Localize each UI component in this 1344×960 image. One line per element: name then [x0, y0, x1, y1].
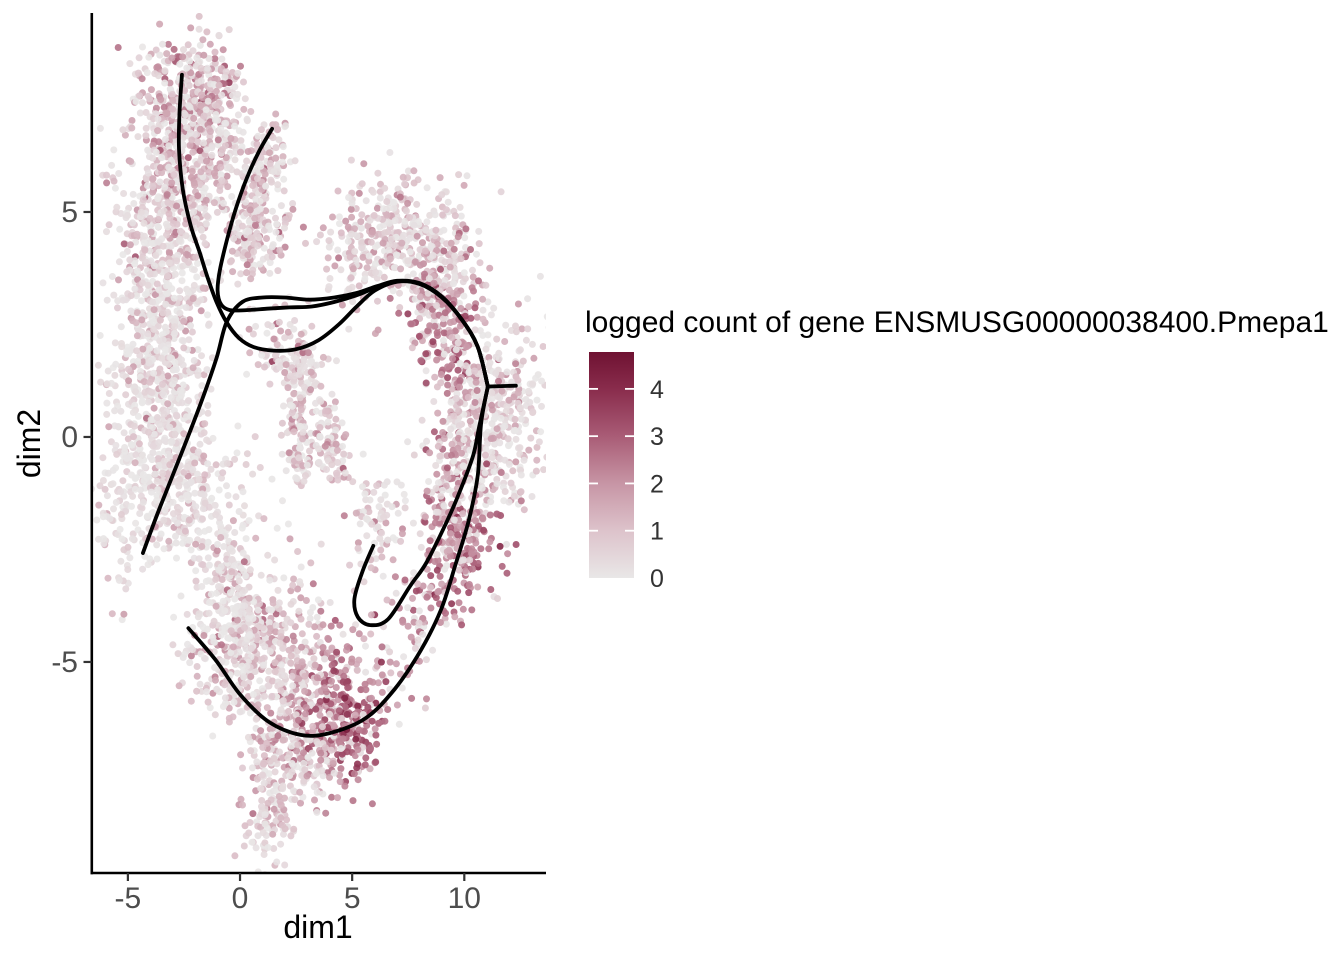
trajectory-curve-lineage-diagonal: [141, 278, 490, 555]
x-tick-label: 5: [344, 882, 361, 915]
x-axis-title: dim1: [283, 909, 352, 945]
legend-title: logged count of gene ENSMUSG00000038400.…: [585, 306, 1329, 339]
colorbar-ticks: [589, 387, 634, 532]
colorbar-tick-label: 3: [650, 423, 664, 451]
x-axis-ticks: -5 0 5 10: [115, 873, 481, 915]
colorbar-tick-label: 0: [650, 565, 664, 593]
colorbar-labels: 0 1 2 3 4: [650, 376, 664, 593]
y-tick-label: 0: [61, 421, 78, 454]
axes: -5 0 5 10 -5 0 5 dim1 dim2: [11, 13, 546, 945]
colorbar-tick-label: 4: [650, 376, 664, 404]
y-tick-label: -5: [51, 646, 78, 679]
x-tick-label: 0: [232, 882, 249, 915]
scatter-points: [93, 13, 546, 873]
trajectory-curve-lineage-bottom: [186, 384, 490, 738]
x-tick-label: 10: [448, 882, 481, 915]
colorbar-tick-label: 1: [650, 518, 664, 546]
y-axis-title: dim2: [11, 409, 47, 478]
y-axis-ticks: -5 0 5: [51, 196, 92, 679]
colorbar-tick-label: 2: [650, 470, 664, 498]
trajectory-curve-lineage-hook: [352, 384, 490, 628]
y-tick-label: 5: [61, 196, 78, 229]
x-tick-label: -5: [115, 882, 142, 915]
trajectory-curves: [141, 72, 518, 738]
colorbar-gradient: [589, 352, 634, 578]
colorbar-legend: logged count of gene ENSMUSG00000038400.…: [585, 306, 1329, 593]
trajectory-curve-origin-tick: [485, 383, 518, 389]
